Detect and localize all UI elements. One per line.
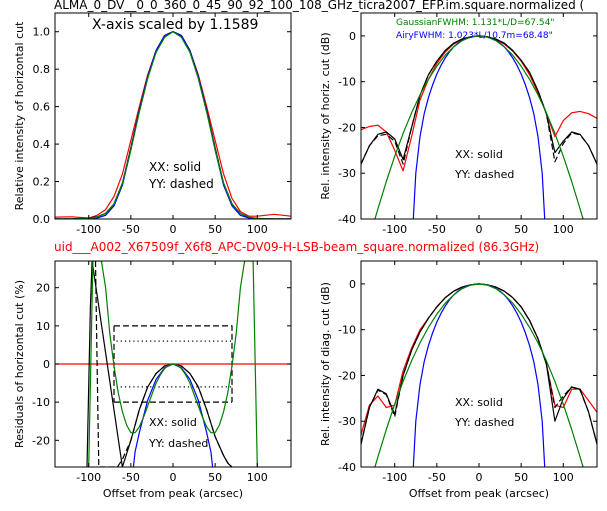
chart-annotation: YY: dashed [148, 437, 208, 450]
x-tick-label: -50 [122, 471, 140, 484]
series-group [55, 31, 291, 219]
chart-annotation: AiryFWHM: 1.023*L/10.7m=68.48" [396, 31, 553, 41]
chart-annotation: XX: solid [149, 416, 197, 429]
y-tick-label: -30 [338, 415, 356, 428]
y-axis-label: Residuals of horizontal cut (%) [13, 280, 26, 448]
x-tick-label: 50 [514, 223, 528, 236]
y-tick-label: 0 [349, 278, 356, 291]
series-line-3 [361, 35, 597, 165]
chart-panel-1: -100 -50 0 50 100 0.0 0.2 0.4 0.6 0.8 1.0 Relative … [13, 12, 292, 236]
y-tick-label: 0.2 [33, 176, 51, 189]
x-tick-label: -100 [76, 223, 101, 236]
chart-annotation: XX: solid [149, 160, 201, 174]
y-tick-label: 0 [43, 358, 50, 371]
series-line-2 [114, 325, 233, 403]
x-tick-label: 100 [247, 223, 268, 236]
x-tick-label: -100 [382, 471, 407, 484]
chart-annotation: YY: dashed [454, 416, 514, 429]
chart-annotation: YY: dashed [148, 177, 214, 191]
y-tick-label: -10 [338, 76, 356, 89]
x-tick-label: 100 [553, 471, 574, 484]
y-axis-label: Rel. intensity of diag. cut (dB) [319, 282, 332, 446]
chart-annotation: GaussianFWHM: 1.131*L/D=67.54" [396, 18, 554, 28]
y-tick-label: 0.4 [33, 138, 51, 151]
x-tick-label: -50 [122, 223, 140, 236]
y-tick-label: -30 [338, 167, 356, 180]
y-tick-label: 0.6 [33, 101, 51, 114]
y-tick-label: -10 [32, 396, 50, 409]
y-axis-label: Relative intensity of horizontal cut [13, 21, 26, 211]
x-tick-label: 50 [514, 471, 528, 484]
chart-annotation: XX: solid [455, 396, 503, 409]
series-group [361, 35, 597, 219]
figure-mid-title: uid___A002_X67509f_X6f8_APC-DV09-H-LSB-b… [54, 240, 539, 254]
x-tick-label: 100 [553, 223, 574, 236]
figure-top-title: ALMA_0_DV__0_0_360_0_45_90_92_100_108_GH… [54, 0, 584, 12]
y-tick-label: -40 [338, 213, 356, 226]
y-tick-label: -40 [338, 461, 356, 474]
chart-annotation: X-axis scaled by 1.1589 [92, 17, 258, 33]
y-tick-label: 1.0 [33, 26, 51, 39]
x-tick-label: 50 [208, 471, 222, 484]
x-tick-label: 50 [208, 223, 222, 236]
y-tick-label: 0.0 [33, 213, 51, 226]
series-group [361, 283, 597, 467]
chart-annotation: YY: dashed [454, 168, 514, 181]
y-tick-label: -20 [338, 369, 356, 382]
x-tick-label: -100 [382, 223, 407, 236]
y-tick-label: -10 [338, 324, 356, 337]
x-tick-label: 0 [476, 471, 483, 484]
series-line-5 [374, 35, 584, 219]
x-axis-label: Offset from peak (arcsec) [103, 487, 243, 500]
y-tick-label: 20 [36, 282, 50, 295]
y-tick-label: 0.8 [33, 63, 51, 76]
series-line-4 [412, 35, 546, 219]
x-tick-label: 0 [170, 223, 177, 236]
chart-annotation: XX: solid [455, 148, 503, 161]
y-tick-label: 0 [349, 30, 356, 43]
y-axis-label: Rel. intensity of horiz. cut (dB) [319, 32, 332, 199]
x-tick-label: -50 [428, 471, 446, 484]
y-tick-label: 10 [36, 320, 50, 333]
x-tick-label: -100 [76, 471, 101, 484]
x-tick-label: 100 [247, 471, 268, 484]
chart-panels: -100 -50 0 50 1000.00.20.40.60.81.0Relative … [13, 12, 598, 500]
chart-panel-4: -100 -50 0 50 100 0 -10 -20 -30 -40 Rel. intensity… [319, 260, 598, 500]
x-axis-label: Offset from peak (arcsec) [409, 487, 549, 500]
series-line-10 [88, 261, 258, 467]
series-line-5 [374, 283, 584, 467]
x-tick-label: 0 [170, 471, 177, 484]
x-tick-label: -50 [428, 223, 446, 236]
x-tick-label: 0 [476, 223, 483, 236]
chart-panel-2: -100 -50 0 50 100 0 -10 -20 -30 -40 Rel. intensity… [319, 12, 598, 236]
y-tick-label: -20 [32, 434, 50, 447]
plot-frame [360, 260, 598, 468]
plot-frame [360, 12, 598, 220]
y-tick-label: -20 [338, 121, 356, 134]
series-group [55, 261, 291, 467]
series-line-5 [55, 31, 291, 219]
series-line-1 [361, 283, 597, 436]
